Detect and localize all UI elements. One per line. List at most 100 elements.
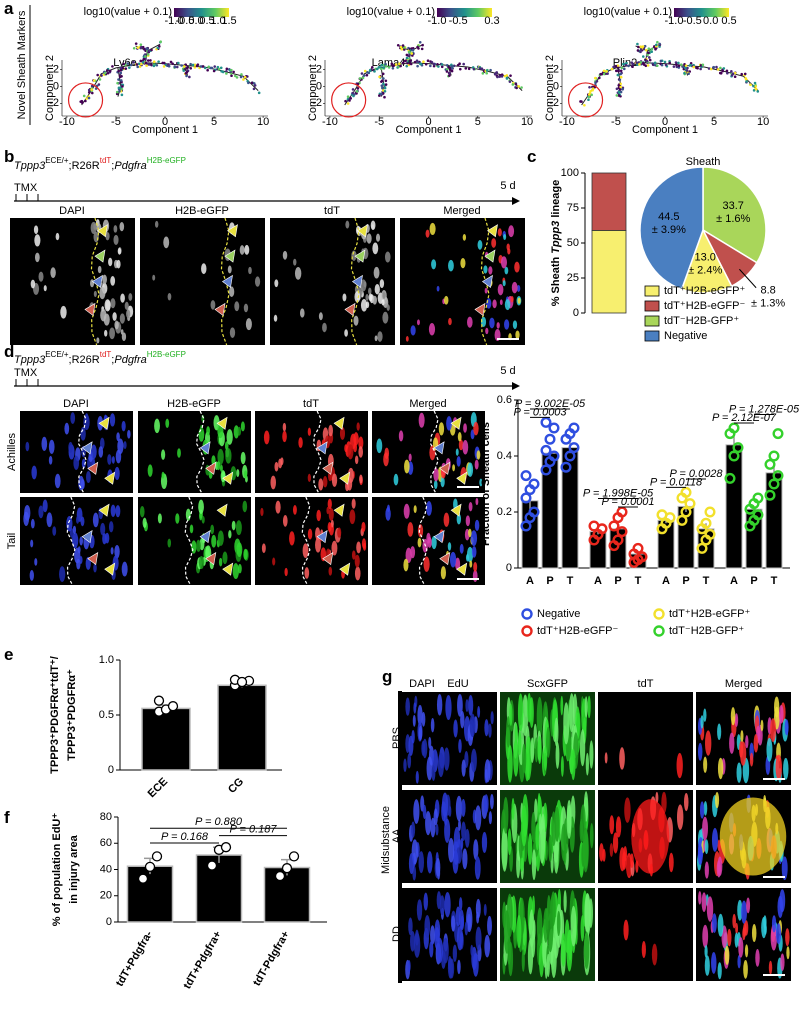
x-tick-label: 5: [475, 116, 481, 128]
cell: [110, 504, 116, 517]
cell-dot: [656, 40, 659, 44]
cell: [534, 737, 539, 763]
cell: [483, 903, 487, 916]
cell-dot: [687, 72, 690, 76]
cell-dot: [141, 61, 145, 64]
x-tick-label: P: [750, 575, 757, 587]
cell: [464, 828, 470, 848]
cell-dot: [402, 48, 406, 51]
cell: [780, 953, 785, 971]
bar: [195, 854, 243, 923]
cell: [433, 808, 438, 826]
cell-dot: [360, 72, 364, 75]
cell-dot: [253, 84, 257, 87]
cell-dot: [195, 64, 199, 68]
x-tick-label: -10: [322, 116, 338, 128]
cell-dot: [619, 75, 623, 79]
p-value: P = 2.12E-07: [712, 412, 777, 424]
cell: [109, 413, 116, 427]
cell: [54, 473, 61, 489]
data-point: [568, 422, 580, 434]
cell: [119, 222, 125, 232]
cell: [73, 455, 80, 470]
y-tick-label: 0: [108, 764, 114, 776]
cell-dot: [142, 57, 146, 61]
data-point: [680, 486, 692, 498]
cell: [322, 322, 327, 333]
colorbar-tick-label: 0.5: [199, 15, 214, 27]
cell: [531, 929, 536, 958]
cell-dot: [445, 63, 449, 67]
cell: [403, 758, 407, 772]
cell: [774, 696, 780, 718]
cell: [48, 439, 55, 454]
cell: [521, 949, 525, 972]
y-axis-label: Fraction of Sheath cells: [480, 422, 492, 546]
cell: [112, 312, 117, 321]
cell-dot: [106, 69, 109, 72]
cell: [211, 534, 217, 548]
cell: [422, 804, 427, 819]
cell-dot: [605, 70, 608, 73]
cell-dot: [664, 63, 668, 67]
data-point: [544, 433, 556, 445]
y-tick-label: 0.4: [497, 450, 512, 462]
cell: [455, 795, 463, 822]
micrograph: [598, 888, 693, 981]
cell: [470, 944, 474, 957]
colorbar-tick-label: 0.3: [484, 15, 499, 27]
x-tick-label: 0: [662, 116, 668, 128]
cell: [736, 762, 742, 783]
cell: [328, 566, 333, 576]
cell-dot: [615, 94, 619, 97]
cell: [218, 557, 223, 567]
arrowhead: [104, 471, 116, 485]
cell: [263, 430, 270, 445]
arrowhead: [456, 471, 468, 485]
cell: [463, 423, 467, 433]
cell: [24, 504, 31, 521]
cell-dot: [403, 59, 407, 63]
cell: [361, 521, 366, 533]
cell-dot: [658, 42, 661, 46]
data-point: [724, 472, 736, 484]
cell: [368, 287, 372, 295]
cell: [304, 567, 310, 579]
cell: [458, 439, 464, 451]
cell: [624, 797, 631, 823]
cell-dot: [674, 61, 678, 64]
data-point: [167, 701, 179, 712]
cell: [426, 756, 433, 781]
cell: [460, 838, 464, 850]
cell-dot: [645, 48, 648, 52]
legend-label: tdT⁻H2B-GFP⁺: [664, 315, 739, 327]
cell: [430, 817, 436, 838]
data-point: [520, 492, 532, 504]
timeline-arrow: [512, 382, 520, 390]
signal: [719, 797, 787, 876]
cell: [734, 932, 739, 948]
cell: [30, 518, 35, 529]
cell-dot: [90, 84, 94, 88]
cell-dot: [96, 73, 99, 77]
cell-dot: [610, 67, 614, 71]
cell-dot: [733, 71, 737, 75]
cell: [405, 547, 412, 564]
cell-dot: [655, 64, 659, 67]
panel-label: d: [4, 342, 14, 361]
cell: [80, 516, 85, 527]
legend-swatch: [644, 285, 660, 297]
cell-dot: [182, 69, 186, 72]
cell: [189, 524, 194, 534]
cell: [503, 233, 507, 240]
cell: [438, 422, 445, 436]
cell: [456, 513, 462, 525]
cell-dot: [462, 62, 465, 66]
cell: [353, 315, 359, 326]
y-tick-label: 25: [567, 272, 579, 284]
cell: [501, 827, 508, 872]
cell: [98, 446, 104, 458]
cell-dot: [159, 40, 162, 44]
cell: [55, 232, 60, 241]
sup: tdT: [100, 350, 112, 359]
